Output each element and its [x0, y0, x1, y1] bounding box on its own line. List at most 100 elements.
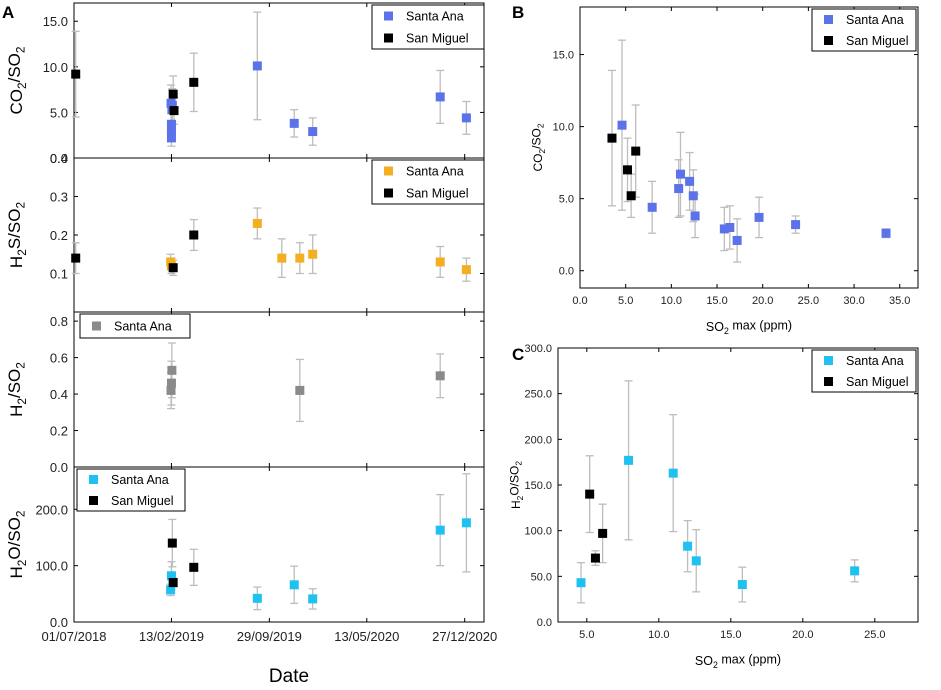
- legend-marker: [89, 475, 98, 484]
- legend-marker: [384, 166, 393, 176]
- legend-label: San Miguel: [111, 494, 174, 508]
- data-point-santa-ana: [881, 228, 891, 238]
- legend: Santa Ana: [79, 313, 191, 339]
- data-point-santa-ana: [308, 249, 318, 259]
- data-point-santa-ana: [683, 541, 693, 551]
- y-tick-label: 0.0: [50, 615, 68, 630]
- legend-label: Santa Ana: [406, 165, 464, 179]
- data-point-santa-ana: [685, 176, 695, 186]
- y-tick-label: 0.1: [50, 267, 68, 282]
- y-tick-label: 10.0: [553, 122, 574, 134]
- data-point-san-miguel: [623, 165, 633, 175]
- data-point-santa-ana: [167, 365, 177, 375]
- panel-letter: A: [2, 3, 14, 22]
- data-point-santa-ana: [576, 578, 586, 588]
- legend: Santa Ana San Miguel: [371, 159, 485, 205]
- data-point-santa-ana: [461, 113, 471, 123]
- x-tick-label: 10.0: [648, 629, 669, 641]
- data-point-santa-ana: [166, 127, 176, 137]
- x-tick-label: 25.0: [864, 629, 885, 641]
- data-point-santa-ana: [166, 119, 176, 129]
- data-point-san-miguel: [168, 578, 178, 588]
- y-tick-label: 0.3: [50, 190, 68, 205]
- data-point-santa-ana: [435, 92, 445, 102]
- data-point-santa-ana: [166, 385, 176, 395]
- data-point-santa-ana: [647, 202, 657, 212]
- legend-marker: [384, 188, 393, 198]
- data-point-san-miguel: [71, 253, 81, 263]
- chart-panel-A3: 0.0 0.2 0.4 0.6 0.8 H2/SO2 Santa Ana: [5, 311, 485, 475]
- chart-panel-A1: 0.0 5.0 10.0 15.0 CO2/SO2 A Santa Ana San Migue…: [2, 2, 485, 166]
- data-point-santa-ana: [617, 120, 627, 130]
- data-point-san-miguel: [71, 69, 81, 79]
- y-tick-label: 300.0: [524, 343, 552, 355]
- data-point-santa-ana: [737, 580, 747, 590]
- data-point-san-miguel: [585, 489, 595, 499]
- data-point-san-miguel: [167, 538, 177, 548]
- panel-letter: C: [512, 345, 524, 364]
- x-tick-label: 5.0: [579, 629, 594, 641]
- data-point-santa-ana: [719, 224, 729, 234]
- x-tick-label: 20.0: [792, 629, 813, 641]
- data-point-san-miguel: [631, 146, 641, 156]
- data-point-santa-ana: [435, 525, 445, 535]
- data-point-santa-ana: [252, 218, 262, 228]
- data-point-san-miguel: [626, 191, 636, 201]
- chart-panel-C: 0.0 50.0 100.0 150.0 200.0 250.0 300.0 5.0 10.0 1…: [508, 343, 919, 670]
- data-point-san-miguel: [607, 133, 617, 143]
- y-tick-label: 50.0: [531, 571, 552, 583]
- y-tick-label: 0.4: [50, 387, 68, 402]
- y-tick-label: 15.0: [553, 50, 574, 62]
- data-point-santa-ana: [252, 593, 262, 603]
- legend-marker: [824, 377, 833, 386]
- x-tick-label: 15.0: [720, 629, 741, 641]
- y-tick-label: 15.0: [43, 14, 68, 29]
- x-tick-label: 13/05/2020: [334, 629, 399, 644]
- data-point-san-miguel: [598, 528, 608, 538]
- data-point-san-miguel: [590, 553, 600, 563]
- legend-marker: [824, 36, 833, 45]
- legend-label: Santa Ana: [114, 320, 172, 334]
- y-axis-label: H2S/SO2: [5, 202, 29, 269]
- data-point-san-miguel: [168, 263, 178, 273]
- y-tick-label: 250.0: [524, 389, 552, 401]
- data-point-santa-ana: [732, 235, 742, 245]
- data-point-santa-ana: [252, 61, 262, 71]
- data-point-santa-ana: [850, 566, 860, 576]
- legend-label: Santa Ana: [111, 473, 169, 487]
- data-point-san-miguel: [189, 562, 199, 572]
- data-point-santa-ana: [167, 100, 177, 110]
- data-point-santa-ana: [461, 518, 471, 528]
- data-point-san-miguel: [189, 230, 199, 240]
- chart-panel-A4: 0.0 100.0 200.0 01/07/2018 13/02/2019 29/09/2…: [5, 466, 497, 687]
- data-point-santa-ana: [690, 211, 700, 221]
- data-point-santa-ana: [725, 222, 735, 232]
- data-point-santa-ana: [435, 371, 445, 381]
- y-tick-label: 200.0: [35, 502, 68, 517]
- legend-label: San Miguel: [846, 34, 909, 48]
- data-point-santa-ana: [166, 133, 176, 143]
- data-point-santa-ana: [308, 127, 318, 137]
- data-point-santa-ana: [435, 257, 445, 267]
- legend-marker: [384, 11, 393, 21]
- y-tick-label: 0.0: [537, 617, 552, 629]
- y-axis-label: CO2/SO2: [530, 123, 547, 171]
- y-tick-label: 0.0: [50, 460, 68, 475]
- legend-label: Santa Ana: [846, 354, 904, 368]
- y-axis-label: H2O/SO2: [5, 510, 29, 578]
- data-point-santa-ana: [754, 212, 764, 222]
- data-point-san-miguel: [169, 106, 179, 116]
- legend-marker: [824, 356, 833, 365]
- legend-marker: [92, 321, 101, 331]
- legend-label: Santa Ana: [406, 10, 464, 24]
- y-tick-label: 5.0: [50, 105, 68, 120]
- y-tick-label: 5.0: [559, 194, 574, 206]
- x-tick-label: 30.0: [843, 295, 864, 307]
- data-point-santa-ana: [166, 378, 176, 388]
- y-axis-label: CO2/SO2: [5, 46, 29, 114]
- x-tick-label: 20.0: [752, 295, 773, 307]
- data-point-santa-ana: [166, 571, 176, 581]
- data-point-santa-ana: [675, 169, 685, 179]
- legend: Santa Ana San Miguel: [76, 468, 186, 512]
